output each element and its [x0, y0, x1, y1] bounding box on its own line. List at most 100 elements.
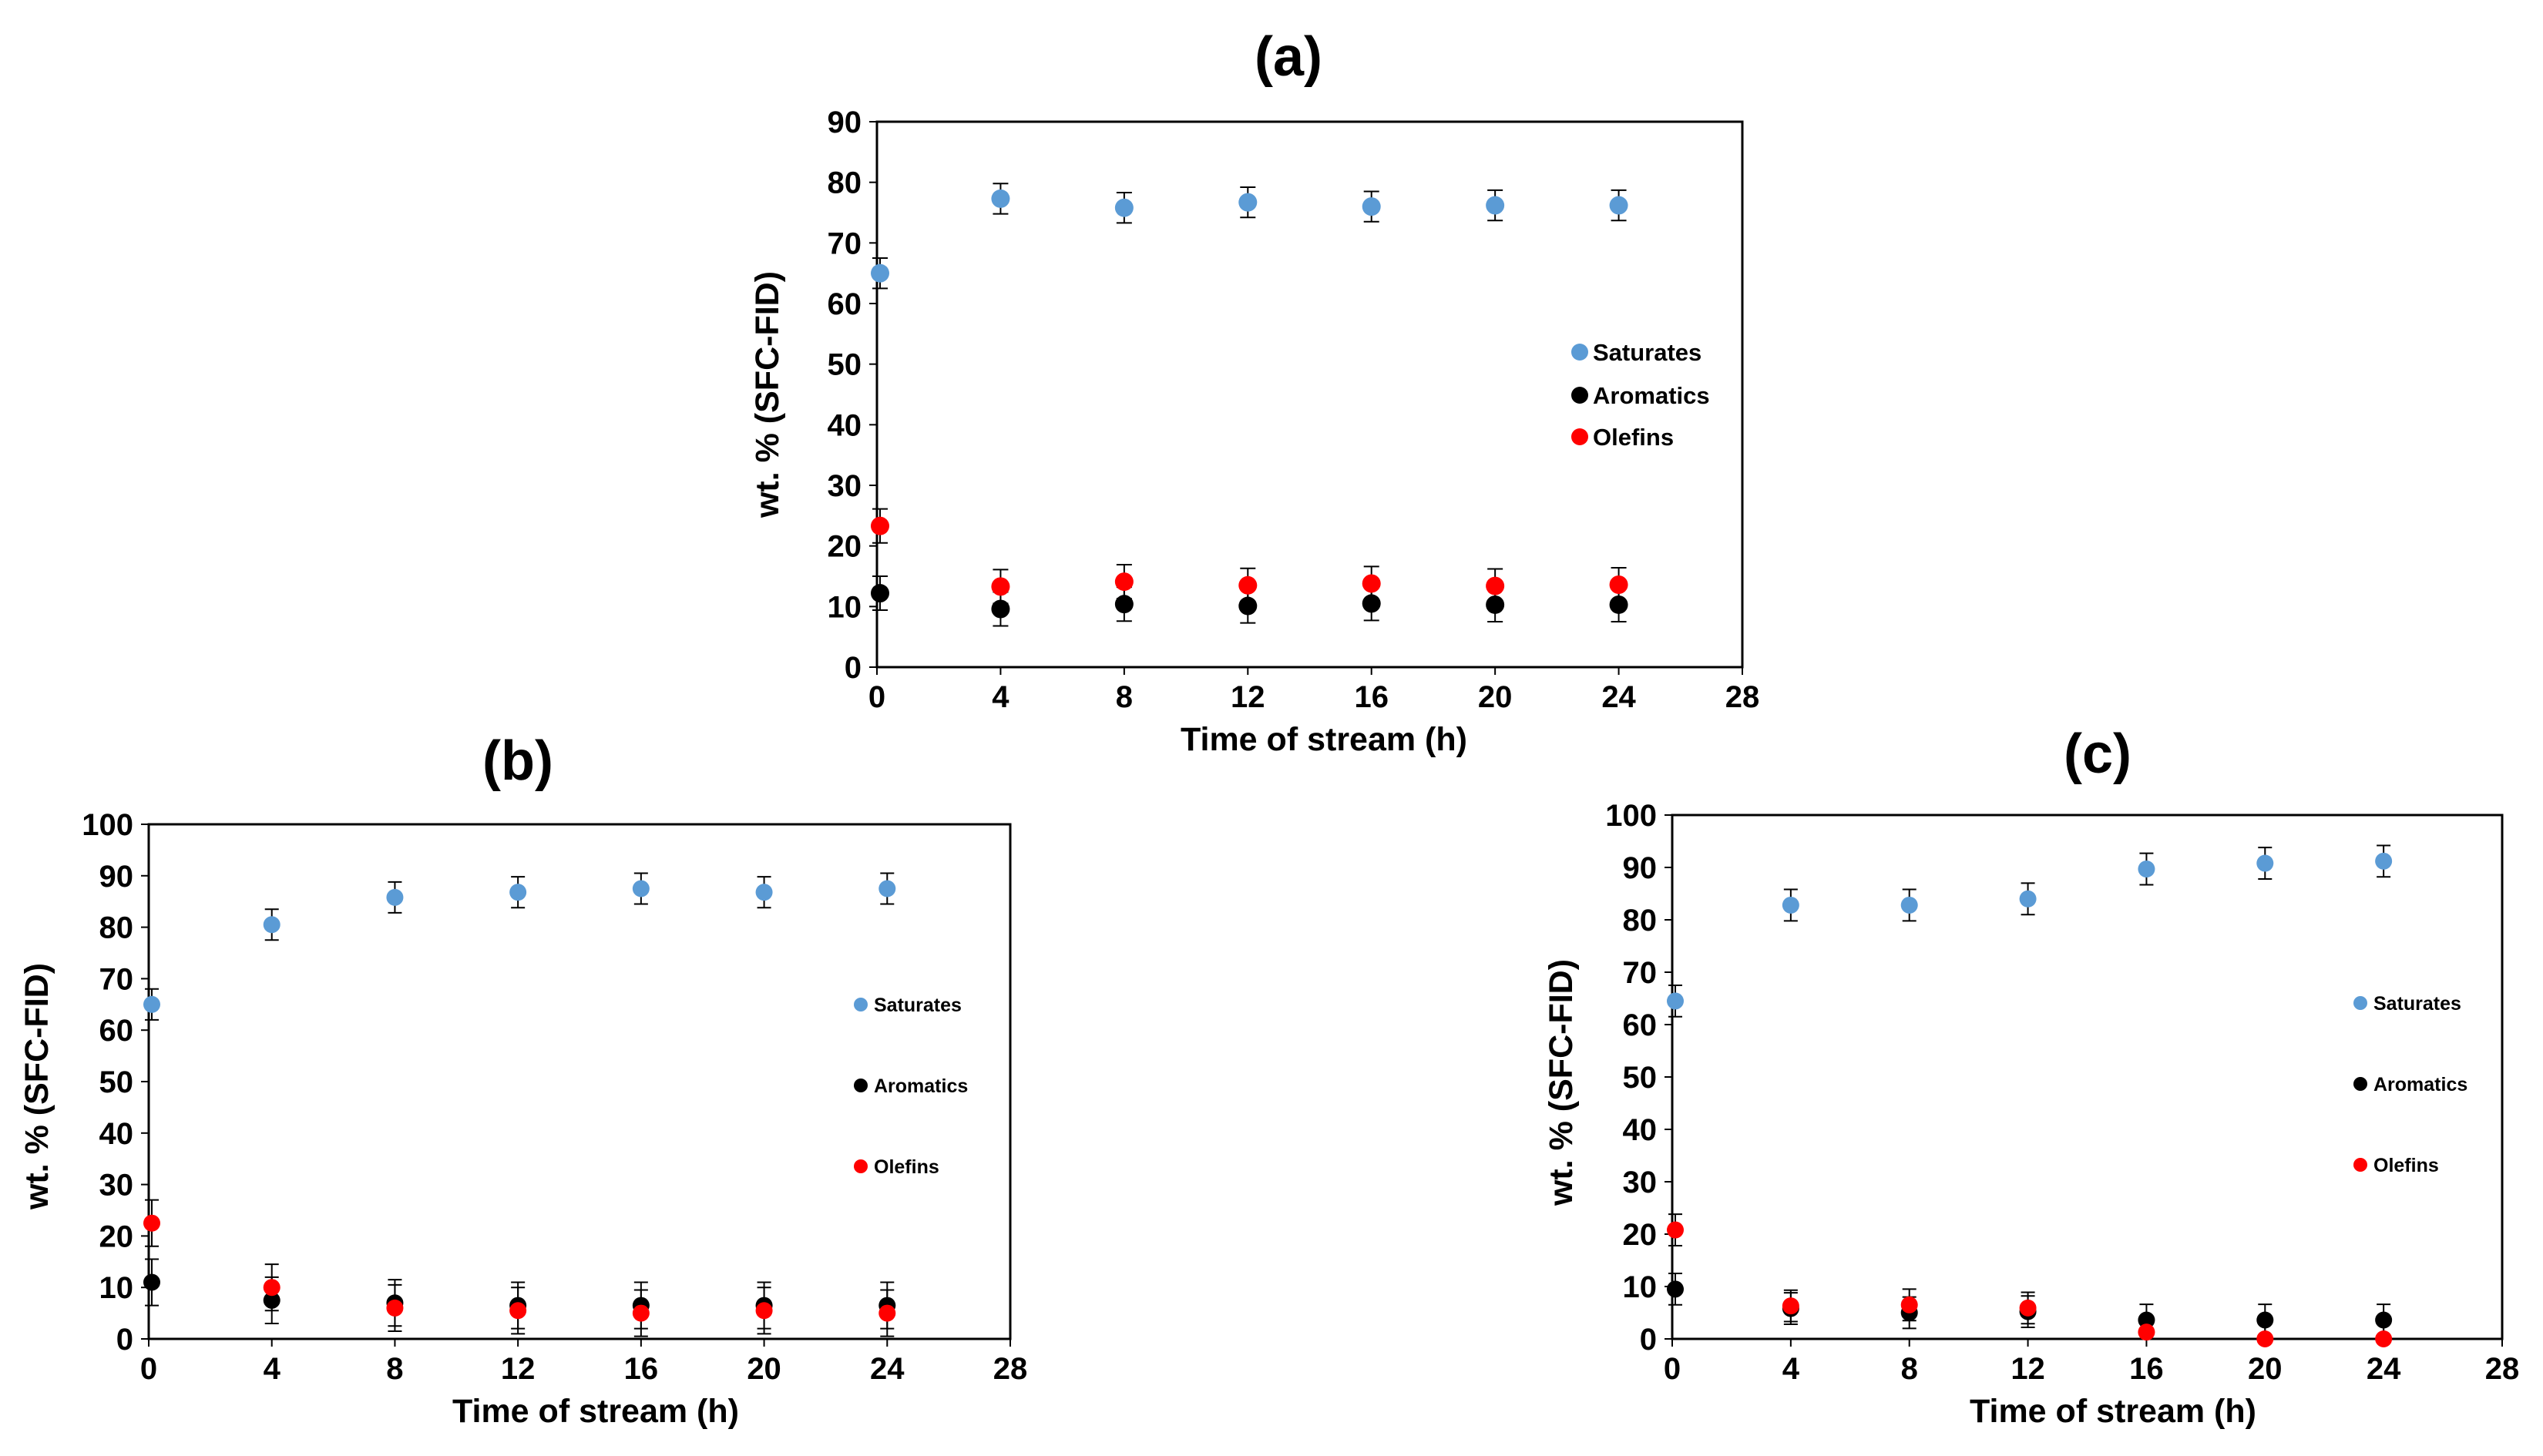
panel-b-marks	[143, 872, 896, 1337]
panel-c-legend: Saturates Aromatics Olefins	[2353, 993, 2467, 1176]
panel-b-olefins-point	[632, 1304, 650, 1322]
panel-b-y-tick-label: 50	[99, 1065, 134, 1099]
panel-b-y-tick-label: 30	[99, 1169, 134, 1203]
panel-c-x-tick-label: 16	[2129, 1352, 2164, 1386]
legend-c-saturates-label: Saturates	[2373, 993, 2461, 1015]
panel-c-x-tick-label: 8	[1901, 1352, 1918, 1386]
panel-a-x-tick-label: 24	[1601, 680, 1636, 714]
legend-a-olefins-marker	[1571, 428, 1588, 445]
legend-b-aromatics-marker	[854, 1079, 868, 1092]
panel-a-olefins-point	[871, 516, 889, 535]
panel-b-title: (b)	[482, 730, 553, 792]
panel-b-x-tick-label: 20	[747, 1352, 781, 1386]
panel-c-y-tick-label: 40	[1623, 1113, 1658, 1147]
legend-b-olefins-label: Olefins	[874, 1156, 939, 1178]
panel-c-aromatics-point	[2375, 1311, 2393, 1329]
panel-a-saturates-point	[1486, 196, 1505, 215]
panel-a-y-tick-label: 40	[828, 408, 862, 442]
panel-a-aromatics-point	[991, 599, 1010, 619]
panel-a-saturates-point	[871, 263, 889, 283]
panel-c-x-tick-label: 28	[2485, 1352, 2520, 1386]
panel-b-saturates-point	[755, 884, 773, 901]
panel-c-x-tick-label: 24	[2367, 1352, 2401, 1386]
panel-c-olefins-point	[2019, 1299, 2037, 1317]
panel-c-aromatics-point	[1667, 1280, 1684, 1298]
panel-a-marks	[871, 183, 1628, 627]
panel-a-x-tick-label: 20	[1478, 680, 1513, 714]
legend-c-olefins-marker	[2353, 1158, 2367, 1172]
panel-c-saturates-point	[1782, 896, 1799, 914]
panel-c-y-tick-label: 70	[1623, 956, 1658, 990]
panel-a-olefins-point	[1362, 574, 1381, 593]
panel-a-x-tick-label: 8	[1116, 680, 1133, 714]
panel-a-y-tick-label: 50	[828, 348, 862, 382]
panel-a-x-tick-label: 16	[1354, 680, 1389, 714]
panel-c-x-tick-label: 20	[2248, 1352, 2283, 1386]
panel-b-x-tick-label: 16	[624, 1352, 659, 1386]
panel-a-aromatics-point	[1609, 595, 1628, 614]
panel-a-plot-frame	[875, 120, 1744, 669]
panel-c-saturates-point	[1900, 896, 1918, 914]
panel-b-saturates-point	[263, 916, 281, 934]
panel-c-saturates-point	[1667, 992, 1684, 1010]
panel-a-saturates-point	[1362, 197, 1381, 216]
panel-a-x-tick-label: 0	[868, 680, 885, 714]
panel-b-x-tick-label: 24	[870, 1352, 905, 1386]
panel-b-y-tick-label: 80	[99, 911, 134, 945]
panel-b-olefins-point	[878, 1304, 896, 1322]
panel-b-y-tick-label: 10	[99, 1271, 134, 1305]
panel-b-y-tick-label: 0	[116, 1323, 133, 1357]
legend-c-aromatics-marker	[2353, 1077, 2367, 1091]
panel-a-y-tick-label: 20	[828, 530, 862, 564]
panel-b-x-axis-label: Time of stream (h)	[452, 1393, 739, 1430]
panel-a-y-tick-label: 0	[845, 651, 862, 685]
panel-b-x-tick-label: 12	[501, 1352, 536, 1386]
panel-a-olefins-point	[1609, 575, 1628, 595]
panel-c-marks	[1667, 844, 2393, 1347]
legend-a-aromatics-label: Aromatics	[1593, 382, 1710, 409]
panel-b-olefins-point	[143, 1214, 160, 1232]
panel-b-y-tick-label: 70	[99, 962, 134, 996]
panel-c-y-tick-label: 80	[1623, 904, 1658, 938]
panel-a-aromatics-point	[1362, 594, 1381, 613]
panel-b-olefins-point	[386, 1299, 404, 1317]
panel-c-saturates-point	[2256, 854, 2274, 872]
panel-b-y-axis-label: wt. % (SFC-FID)	[18, 963, 55, 1210]
panel-c-y-tick-label: 10	[1623, 1270, 1658, 1304]
panel-a-y-tick-label: 10	[828, 590, 862, 624]
panel-c-y-tick-label: 90	[1623, 851, 1658, 885]
panel-c-olefins-point	[2375, 1330, 2393, 1347]
panel-b-x-tick-label: 0	[140, 1352, 157, 1386]
panel-c-olefins-point	[2256, 1330, 2274, 1347]
panel-c-y-tick-label: 100	[1605, 799, 1657, 833]
panel-c-y-axis-label: wt. % (SFC-FID)	[1543, 959, 1580, 1206]
legend-b-saturates-marker	[854, 998, 868, 1011]
panel-b-saturates-point	[386, 888, 404, 906]
legend-c-olefins-label: Olefins	[2373, 1155, 2439, 1176]
legend-b-saturates-label: Saturates	[874, 995, 962, 1016]
panel-b-y-tick-label: 90	[99, 860, 134, 894]
panel-a-y-tick-label: 30	[828, 469, 862, 503]
panel-b-x-tick-label: 28	[993, 1352, 1028, 1386]
panel-b-y-tick-label: 100	[82, 808, 133, 842]
panel-c-aromatics-point	[2256, 1311, 2274, 1329]
panel-b-saturates-point	[878, 880, 896, 897]
panel-b-olefins-point	[755, 1302, 773, 1320]
panel-a-olefins-point	[1238, 575, 1258, 595]
panel-b-olefins-point	[509, 1302, 527, 1320]
panel-b-x-tick-label: 4	[264, 1352, 281, 1386]
legend-a-saturates-marker	[1571, 344, 1588, 361]
panel-a-y-tick-label: 90	[828, 106, 862, 139]
panel-a-x-tick-label: 28	[1725, 680, 1760, 714]
panel-b-aromatics-point	[143, 1273, 160, 1291]
panel-a-legend: Saturates Aromatics Olefins	[1571, 339, 1710, 451]
panel-a-olefins-point	[1486, 576, 1505, 595]
panel-c-y-tick-label: 20	[1623, 1218, 1658, 1252]
panel-a-y-tick-label: 80	[828, 166, 862, 200]
panel-a-x-axis-label: Time of stream (h)	[1181, 721, 1467, 758]
panel-b-legend: Saturates Aromatics Olefins	[854, 995, 968, 1178]
legend-a-saturates-label: Saturates	[1593, 339, 1701, 366]
legend-a-olefins-label: Olefins	[1593, 424, 1674, 451]
